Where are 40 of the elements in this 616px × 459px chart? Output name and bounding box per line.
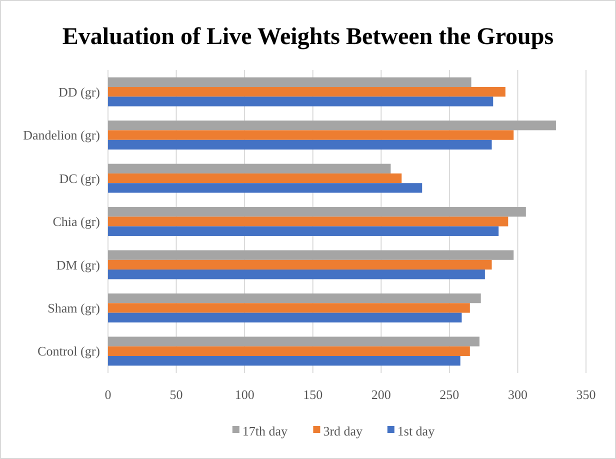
y-tick-label: Chia (gr)	[52, 214, 100, 230]
x-tick-label: 200	[371, 387, 391, 402]
y-tick-label: DD (gr)	[58, 84, 100, 100]
bar	[108, 303, 470, 313]
x-tick-label: 150	[303, 387, 323, 402]
bar	[108, 164, 391, 174]
bar	[108, 356, 460, 366]
x-tick-label: 50	[170, 387, 183, 402]
y-tick-label: DC (gr)	[59, 170, 100, 186]
y-tick-label: DM (gr)	[56, 257, 100, 272]
legend-label: 3rd day	[323, 424, 364, 439]
bar	[108, 216, 508, 226]
bar	[108, 130, 514, 140]
x-tick-label: 350	[576, 387, 596, 402]
x-tick-label: 0	[104, 387, 112, 402]
bar	[108, 336, 480, 346]
y-tick-label: Control (gr)	[38, 344, 100, 359]
bar	[108, 260, 492, 270]
bar	[108, 140, 492, 150]
bar	[108, 226, 499, 236]
legend-label: 1st day	[397, 424, 436, 439]
chart-title: Evaluation of Live Weights Between the Groups	[62, 24, 554, 50]
bar	[108, 120, 556, 130]
legend-label: 17th day	[242, 424, 288, 439]
bar	[108, 250, 514, 260]
bar	[108, 312, 462, 322]
x-tick-label: 100	[234, 387, 254, 402]
x-tick-label: 300	[508, 387, 528, 402]
bar	[108, 77, 472, 87]
bar	[108, 173, 402, 184]
bar	[108, 346, 470, 356]
bar	[108, 207, 526, 217]
bar	[108, 293, 481, 304]
bar	[108, 183, 422, 193]
y-tick-label: Dandelion (gr)	[23, 128, 100, 143]
x-tick-label: 250	[440, 387, 460, 402]
bar	[108, 270, 485, 280]
bar	[108, 87, 506, 97]
y-tick-label: Sham (gr)	[48, 300, 100, 316]
bar	[108, 96, 494, 106]
